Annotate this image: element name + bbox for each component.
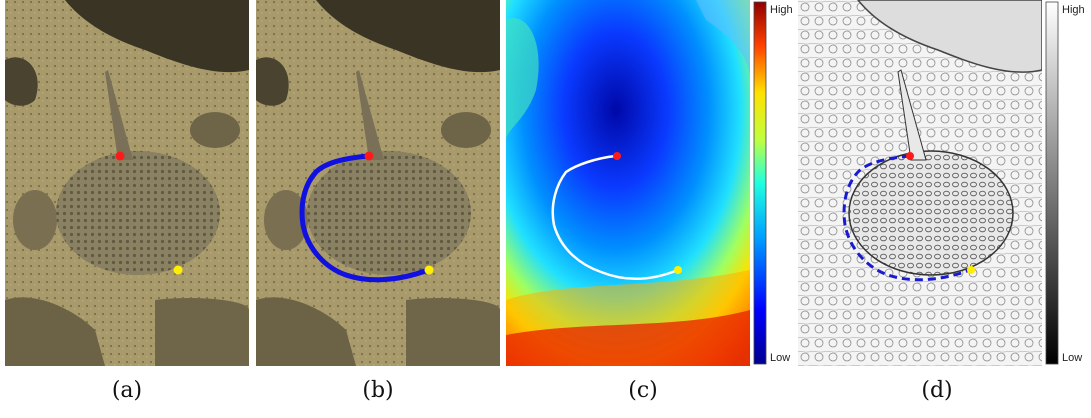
caption-d: (d) xyxy=(921,378,953,403)
panel-c xyxy=(506,0,750,366)
end-point xyxy=(967,266,975,274)
caption-b: (b) xyxy=(362,378,394,403)
colorbar-d: High Low xyxy=(1044,0,1090,366)
start-point xyxy=(906,152,914,160)
panel-d xyxy=(798,0,1042,366)
end-point xyxy=(424,265,434,275)
photo-a xyxy=(5,0,249,366)
edge-map xyxy=(798,0,1042,366)
panel-b xyxy=(256,0,500,366)
colorbar-c: High Low xyxy=(752,0,794,366)
geodesic-path xyxy=(551,154,679,281)
dashed-path xyxy=(842,154,971,282)
start-point xyxy=(364,151,374,161)
colorbar-low-label: Low xyxy=(1062,352,1083,364)
colorbar-low-label: Low xyxy=(770,352,791,364)
colorbar-high-label: High xyxy=(770,4,793,16)
distance-map xyxy=(506,0,750,366)
photo-b xyxy=(256,0,500,366)
segmentation-path xyxy=(299,153,431,283)
caption-c: (c) xyxy=(628,378,658,403)
caption-a: (a) xyxy=(111,378,143,403)
start-point xyxy=(115,151,125,161)
end-point xyxy=(674,266,682,274)
panel-a xyxy=(5,0,249,366)
end-point xyxy=(173,265,183,275)
colorbar-high-label: High xyxy=(1062,4,1085,16)
start-point xyxy=(613,152,621,160)
